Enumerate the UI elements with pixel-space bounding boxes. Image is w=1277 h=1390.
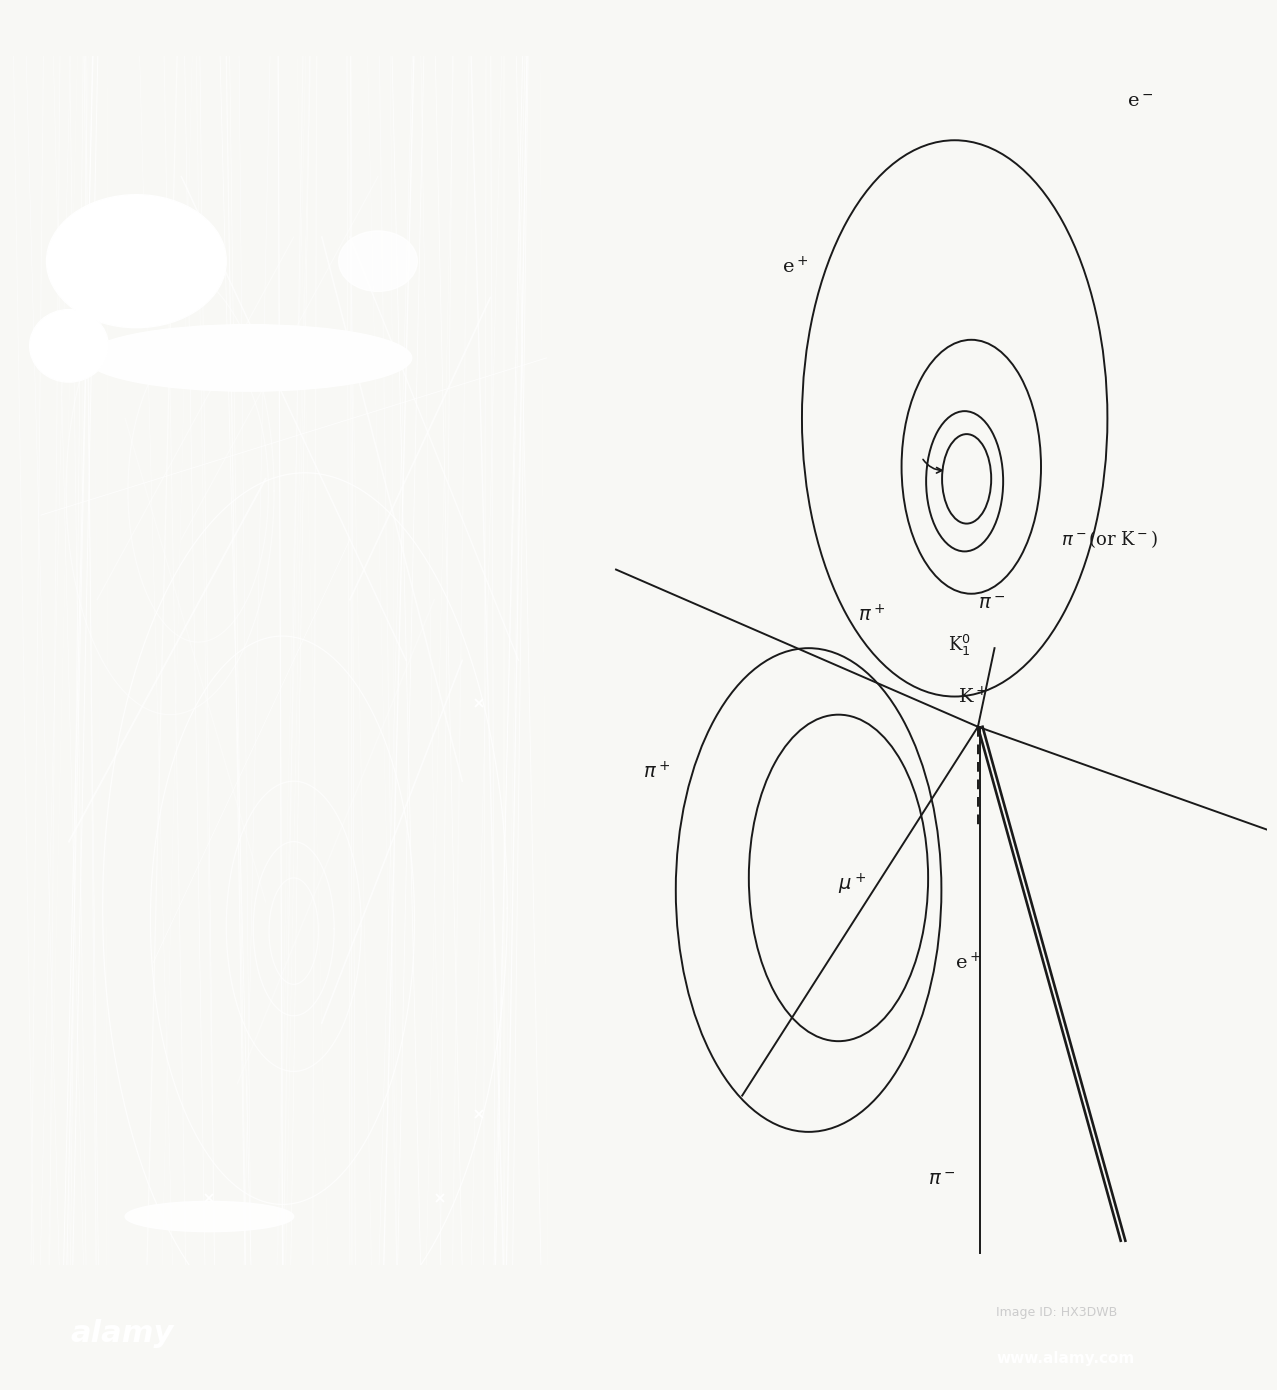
Text: $\mu^+$: $\mu^+$ [839, 872, 867, 897]
Ellipse shape [338, 231, 418, 292]
Text: e$^-$: e$^-$ [1128, 93, 1153, 111]
Ellipse shape [125, 1201, 294, 1232]
Text: Image ID: HX3DWB: Image ID: HX3DWB [996, 1307, 1117, 1319]
Text: e$^+$: e$^+$ [955, 952, 981, 973]
Text: alamy: alamy [70, 1319, 174, 1347]
Ellipse shape [46, 195, 226, 328]
Text: $\pi^+$: $\pi^+$ [642, 760, 670, 783]
Text: $\pi^-$(or K$^-$): $\pi^-$(or K$^-$) [1061, 528, 1158, 550]
Ellipse shape [29, 310, 109, 382]
Text: K$^+$: K$^+$ [958, 685, 987, 708]
Text: $\pi^-$: $\pi^-$ [978, 595, 1005, 613]
Text: $\pi^+$: $\pi^+$ [858, 603, 886, 626]
Text: K$^0_1$: K$^0_1$ [948, 634, 971, 659]
Text: $\pi^-$: $\pi^-$ [928, 1172, 955, 1190]
Text: e$^+$: e$^+$ [782, 257, 808, 278]
Ellipse shape [86, 325, 411, 391]
Text: www.alamy.com: www.alamy.com [996, 1351, 1134, 1365]
